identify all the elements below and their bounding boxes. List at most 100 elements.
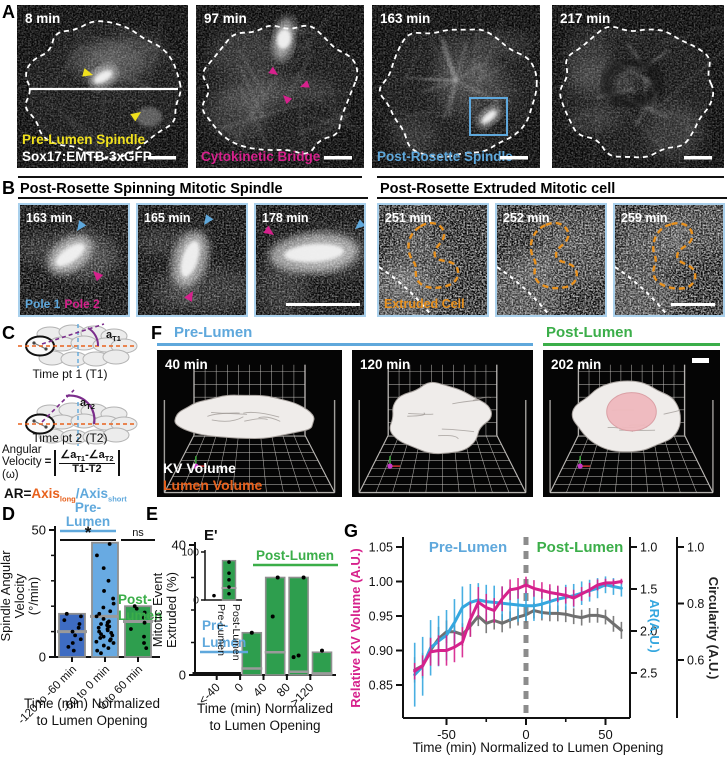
timestamp: 252 min — [503, 211, 550, 225]
y-tick-label: 40 — [172, 538, 186, 553]
panel-b-group1-title: Post-Rosette Spinning Mitotic Spindle — [20, 181, 283, 197]
lumen-volume-label: Lumen Volume — [163, 477, 263, 493]
panel-f-post-lumen-underline — [543, 343, 720, 346]
angular-velocity-formula: Angular Velocity (ω) = ∠aT1-∠aT2 T1-T2 — [2, 444, 120, 481]
x-axis-label: to Lumen Opening — [36, 713, 147, 728]
panel-b-image-5-image: 252 min — [465, 205, 617, 327]
panel-g-label: G — [344, 521, 359, 541]
panel-d-chart: 0 50 -120 to -60 min -60 to 0 min 0 to 60 mi… — [0, 500, 170, 770]
timestamp: 217 min — [560, 11, 610, 26]
panel-b-image-4-image: Extruded Cell 251 min — [347, 204, 487, 327]
panel-b-label: B — [2, 178, 15, 198]
panel-g-chart: 1.05 1.00 0.95 0.90 0.85 1.0 1.5 2.0 2.5 1.0 0.8 0.… — [340, 500, 727, 770]
kv-tick-label: 1.05 — [369, 541, 393, 555]
panel-a-image-1: 8 min Pre-Lumen Spindle Sox17:EMTB-3xGFP — [17, 5, 188, 168]
x-tick-label: 0 — [232, 680, 247, 695]
ar-tick-label: 2.5 — [640, 667, 657, 681]
circ-tick-label: 0.8 — [687, 597, 704, 611]
panel-c-diagram: aT1 Time pt 1 (T1) aT2 Time pt 2 (T2) — [0, 318, 150, 505]
panel-b-group1-overline — [18, 176, 362, 178]
panel-a-image-4: 217 min — [552, 5, 727, 168]
panel-f-post-lumen-heading: Post-Lumen — [546, 324, 633, 341]
timestamp: 202 min — [551, 357, 601, 372]
kv-axis-label: Relative KV Volume (A.U.) — [348, 548, 363, 707]
panel-f-pre-lumen-heading: Pre-Lumen — [174, 324, 253, 341]
x-axis-label: Time (min) Normalized — [197, 701, 333, 716]
formula-equals: = — [44, 456, 52, 469]
timestamp: 97 min — [204, 11, 247, 26]
formula-absolute-bars: ∠aT1-∠aT2 T1-T2 — [54, 448, 120, 476]
post-lumen-label: Post-Lumen — [256, 548, 334, 563]
kv-tick-label: 0.95 — [369, 610, 393, 624]
pre-lumen-label: Lumen — [202, 635, 246, 650]
formula-numerator: ∠aT1-∠aT2 — [59, 448, 115, 464]
panel-e-label: E — [146, 504, 159, 524]
inset-x-tick-label: Post-Lumen — [230, 604, 242, 661]
timestamp: 165 min — [144, 211, 191, 225]
panel-a-image-3-image: 163 min Post-Rosette Spindle — [366, 0, 540, 168]
panel-b-image-1-image: Pole 1 Pole 2 163 min — [14, 205, 128, 315]
panel-f-image-3: 202 min — [543, 350, 720, 497]
x-tick-label: 40 — [250, 680, 270, 700]
panel-a-label: A — [2, 2, 15, 22]
panel-b-image-3: 178 min — [254, 203, 369, 317]
ar-axis-label: AR(A.U.) — [647, 599, 662, 652]
series-kv-line — [413, 580, 623, 673]
panel-b-image-5: 252 min — [465, 203, 617, 327]
y-axis-label: Spindle AngularVelocity(°/min) — [0, 550, 41, 642]
kv-tick-label: 0.85 — [369, 679, 393, 693]
panel-b-image-6-image: 259 min — [583, 201, 727, 327]
aspect-ratio-formula: AR=Axislong/Axisshort — [4, 486, 127, 504]
timestamp: 259 min — [621, 211, 668, 225]
panel-f-image-1: 40 min KV Volume Lumen Volume — [157, 350, 342, 497]
pre-lumen-label: Pre- — [75, 500, 101, 515]
panel-a-image-2: 97 min Cytokinetic Bridge — [196, 2, 364, 173]
panel-e-inset-label: E' — [204, 527, 218, 544]
angle-label-t2: aT2 — [80, 397, 95, 411]
panel-f-image-2-image: 120 min — [352, 350, 533, 497]
formula-lhs: Angular Velocity (ω) — [2, 444, 42, 481]
panel-b-group2-underline — [377, 197, 727, 199]
timestamp: 251 min — [385, 211, 432, 225]
panel-b-image-1: Pole 1 Pole 2 163 min — [14, 203, 130, 317]
x-axis-label: to Lumen Opening — [209, 718, 320, 733]
ar-tick-label: 2.0 — [640, 625, 657, 639]
x-axis-label: Time (min) Normalized to Lumen Opening — [413, 740, 664, 755]
panel-a-image-1-image: 8 min Pre-Lumen Spindle Sox17:EMTB-3xGFP — [17, 5, 188, 168]
panel-a-image-2-image: 97 min Cytokinetic Bridge — [196, 2, 364, 173]
image-caption: Pre-Lumen Spindle — [22, 132, 146, 147]
panel-f-pre-lumen-underline — [157, 343, 533, 346]
time-pt-1-caption: Time pt 1 (T1) — [33, 367, 108, 381]
y-tick-label: 0 — [39, 650, 46, 665]
kv-volume-label: KV Volume — [163, 460, 236, 476]
ar-tick-label: 1.0 — [640, 541, 657, 555]
y-axis-label: Mitotic EventExtruded (%) — [150, 572, 179, 648]
panel-b-image-2-image: 165 min — [133, 205, 252, 315]
post-lumen-label: Post-Lumen — [537, 539, 624, 556]
timestamp: 178 min — [262, 211, 309, 225]
timestamp: 120 min — [360, 357, 410, 372]
ar-tick-label: 1.5 — [640, 583, 657, 597]
panel-b-group2-title: Post-Rosette Extruded Mitotic cell — [380, 181, 616, 197]
timestamp: 163 min — [26, 211, 73, 225]
significance-ns: ns — [132, 527, 144, 539]
pre-lumen-label: Pre-Lumen — [429, 539, 507, 556]
x-tick-label: 0 — [522, 727, 529, 742]
image-caption: Sox17:EMTB-3xGFP — [22, 149, 152, 164]
panel-a-image-3: 163 min Post-Rosette Spindle — [366, 0, 540, 168]
pole-legend: Pole 1 Pole 2 — [25, 297, 100, 311]
post-lumen-label: Post- — [118, 592, 152, 607]
timestamp: 163 min — [380, 11, 430, 26]
pre-lumen-label: Pre- — [202, 618, 228, 633]
panel-c-label: C — [2, 323, 15, 343]
x-tick-label: 50 — [598, 727, 612, 742]
panel-b-image-2: 165 min — [133, 203, 252, 317]
kv-tick-label: 0.90 — [369, 644, 393, 658]
image-caption: Post-Rosette Spindle — [377, 149, 513, 164]
post-lumen-label: Lumen — [118, 608, 162, 623]
significance-star: * — [85, 523, 92, 542]
